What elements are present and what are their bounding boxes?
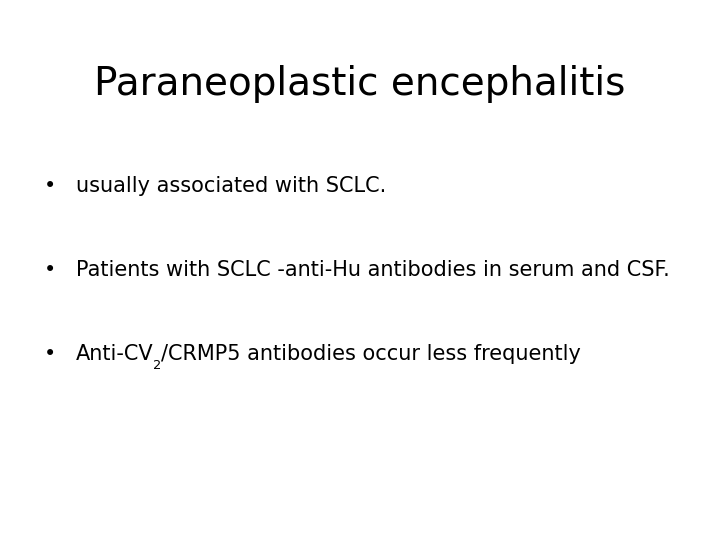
Text: /CRMP5 antibodies occur less frequently: /CRMP5 antibodies occur less frequently (161, 343, 581, 364)
Text: usually associated with SCLC.: usually associated with SCLC. (76, 176, 386, 197)
Text: Paraneoplastic encephalitis: Paraneoplastic encephalitis (94, 65, 626, 103)
Text: •: • (44, 343, 57, 364)
Text: •: • (44, 260, 57, 280)
Text: •: • (44, 176, 57, 197)
Text: Patients with SCLC -anti-Hu antibodies in serum and CSF.: Patients with SCLC -anti-Hu antibodies i… (76, 260, 670, 280)
Text: 2: 2 (153, 359, 161, 372)
Text: Anti-CV: Anti-CV (76, 343, 153, 364)
